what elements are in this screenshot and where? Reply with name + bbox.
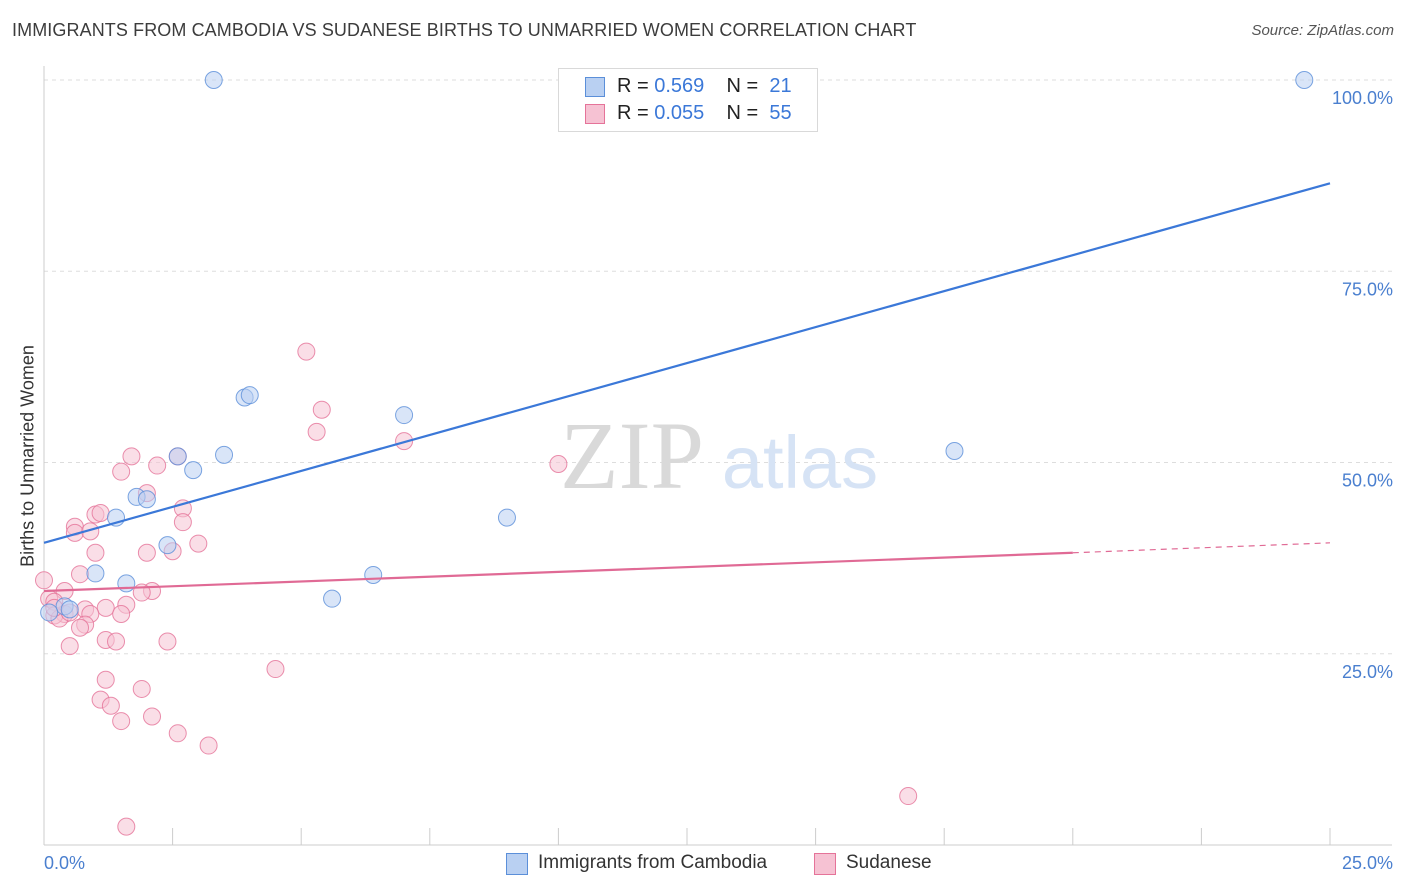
- legend-n-label: N =: [726, 102, 759, 124]
- point-cambodia: [323, 589, 342, 608]
- point-sudanese: [297, 342, 316, 361]
- point-sudanese: [96, 670, 115, 689]
- point-sudanese: [122, 447, 141, 466]
- axes: [43, 66, 1392, 846]
- y-tick-labels: 25.0% 50.0% 75.0% 100.0%: [1332, 88, 1393, 682]
- y-tick-label: 50.0%: [1342, 471, 1393, 491]
- point-sudanese: [143, 707, 162, 726]
- point-cambodia: [945, 442, 964, 461]
- point-sudanese: [158, 632, 177, 651]
- point-sudanese: [112, 604, 131, 623]
- point-cambodia: [497, 508, 516, 527]
- point-sudanese: [148, 456, 167, 475]
- trend-line-sudanese: [43, 551, 1073, 593]
- x-tick-label: 25.0%: [1342, 853, 1393, 873]
- point-sudanese: [168, 724, 187, 743]
- legend-swatch-cambodia: [506, 853, 528, 875]
- point-sudanese: [173, 513, 192, 532]
- legend-n-value: 55: [769, 102, 792, 124]
- point-cambodia: [117, 574, 136, 593]
- point-sudanese: [199, 736, 218, 755]
- trend-line-sudanese-extension: [1072, 542, 1331, 554]
- point-cambodia: [168, 447, 187, 466]
- point-cambodia: [40, 603, 59, 622]
- legend-n-label: N =: [726, 75, 759, 97]
- point-cambodia: [1295, 71, 1314, 89]
- legend-r-value: 0.569: [654, 75, 705, 97]
- point-sudanese: [112, 462, 131, 481]
- point-cambodia: [240, 386, 259, 405]
- point-sudanese: [107, 632, 126, 651]
- y-tick-label: 75.0%: [1342, 279, 1393, 299]
- point-cambodia: [395, 406, 414, 425]
- point-cambodia: [184, 461, 203, 480]
- point-sudanese: [71, 565, 90, 584]
- x-tick-labels: 0.0% 25.0%: [44, 853, 1393, 873]
- point-sudanese: [899, 787, 918, 806]
- legend-swatch-sudanese: [585, 104, 605, 124]
- point-cambodia: [86, 564, 105, 583]
- point-sudanese: [189, 534, 208, 553]
- y-tick-label: 100.0%: [1332, 88, 1393, 108]
- point-sudanese: [60, 637, 79, 656]
- point-cambodia: [60, 600, 79, 619]
- legend-r-label: R =: [617, 75, 649, 97]
- x-tick-label: 0.0%: [44, 853, 85, 873]
- legend-r-value: 0.055: [654, 102, 705, 124]
- grid-lines: [44, 79, 1392, 655]
- point-sudanese: [549, 455, 568, 474]
- watermark-atlas: atlas: [722, 421, 878, 504]
- legend-label-cambodia: Immigrants from Cambodia: [538, 852, 768, 873]
- point-sudanese: [132, 679, 151, 698]
- point-sudanese: [117, 817, 136, 836]
- legend-label-sudanese: Sudanese: [846, 852, 932, 873]
- point-sudanese: [307, 422, 326, 441]
- data-points: [35, 71, 1314, 836]
- point-sudanese: [35, 571, 53, 590]
- point-cambodia: [215, 445, 234, 464]
- watermark-zip: ZIP: [560, 402, 704, 509]
- series-legend: Immigrants from Cambodia Sudanese: [0, 852, 1406, 878]
- point-cambodia: [204, 71, 223, 89]
- chart-title: IMMIGRANTS FROM CAMBODIA VS SUDANESE BIR…: [12, 20, 917, 40]
- y-tick-label: 25.0%: [1342, 662, 1393, 682]
- point-cambodia: [158, 536, 177, 555]
- source-label: Source: ZipAtlas.com: [1251, 22, 1394, 39]
- point-sudanese: [91, 503, 110, 522]
- legend-swatch-cambodia: [585, 77, 605, 97]
- point-sudanese: [112, 712, 131, 731]
- point-sudanese: [137, 543, 156, 562]
- point-sudanese: [71, 618, 90, 637]
- point-cambodia: [364, 565, 383, 584]
- point-cambodia: [137, 490, 156, 509]
- correlation-legend: R = 0.569 N = 21 R = 0.055 N = 55: [558, 68, 818, 132]
- point-sudanese: [312, 400, 331, 419]
- legend-n-value: 21: [769, 75, 792, 97]
- point-sudanese: [101, 696, 120, 715]
- point-sudanese: [266, 660, 285, 679]
- point-sudanese: [86, 543, 105, 562]
- legend-swatch-sudanese: [814, 853, 836, 875]
- trend-lines: [43, 182, 1331, 593]
- point-sudanese: [96, 598, 115, 617]
- trend-line-cambodia: [43, 182, 1331, 544]
- legend-r-label: R =: [617, 102, 649, 124]
